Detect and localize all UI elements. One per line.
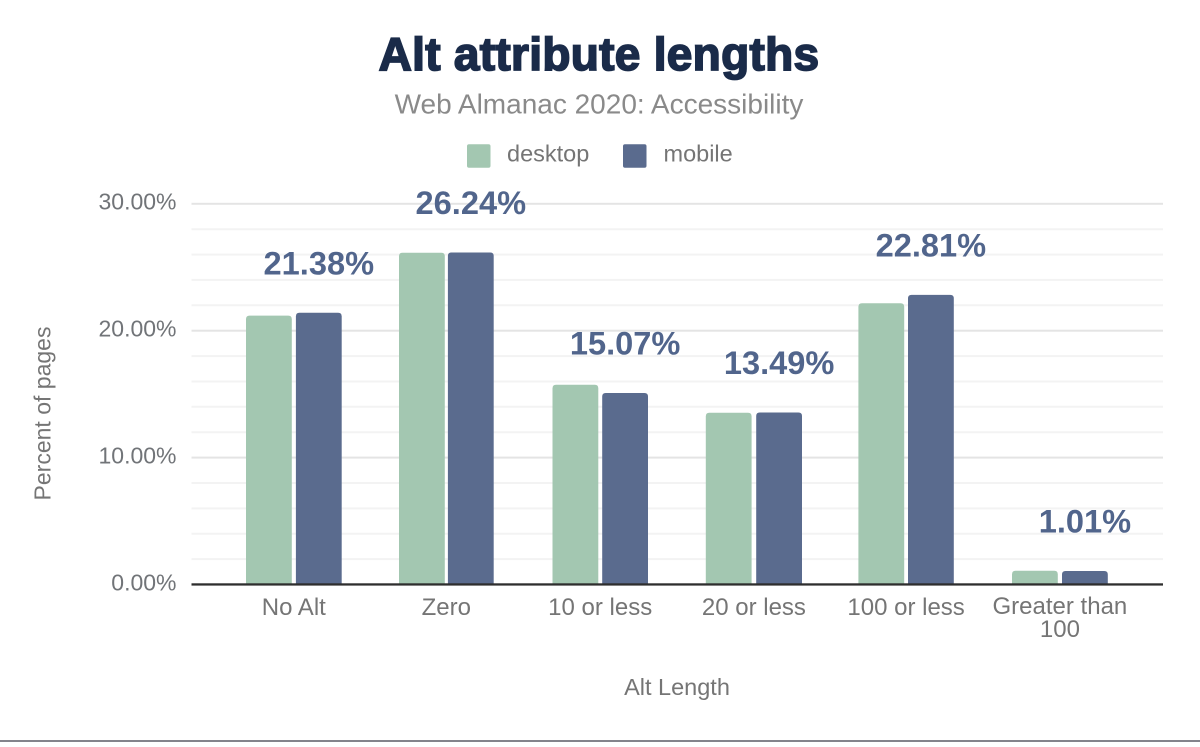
- svg-text:desktop: desktop: [507, 141, 589, 167]
- svg-text:100: 100: [1040, 616, 1080, 643]
- svg-text:1.01%: 1.01%: [1039, 503, 1131, 540]
- svg-text:15.07%: 15.07%: [570, 325, 681, 362]
- svg-text:100 or less: 100 or less: [847, 594, 964, 621]
- svg-text:Zero: Zero: [422, 594, 471, 621]
- svg-text:13.49%: 13.49%: [724, 344, 835, 381]
- svg-text:0.00%: 0.00%: [111, 569, 176, 595]
- svg-text:Alt attribute lengths: Alt attribute lengths: [379, 28, 820, 80]
- svg-text:20 or less: 20 or less: [702, 594, 806, 621]
- svg-text:30.00%: 30.00%: [98, 189, 176, 215]
- svg-text:Alt Length: Alt Length: [624, 674, 730, 700]
- svg-text:Greater than: Greater than: [993, 593, 1128, 620]
- svg-text:22.81%: 22.81%: [876, 227, 987, 264]
- svg-text:mobile: mobile: [664, 141, 733, 167]
- svg-text:20.00%: 20.00%: [98, 316, 176, 342]
- svg-text:10 or less: 10 or less: [548, 594, 652, 621]
- svg-text:No Alt: No Alt: [262, 594, 326, 621]
- svg-text:21.38%: 21.38%: [264, 245, 375, 282]
- svg-text:10.00%: 10.00%: [98, 442, 176, 468]
- svg-text:Web Almanac 2020: Accessibilit: Web Almanac 2020: Accessibility: [395, 89, 804, 120]
- svg-text:26.24%: 26.24%: [416, 184, 527, 221]
- svg-text:Percent of pages: Percent of pages: [30, 327, 56, 501]
